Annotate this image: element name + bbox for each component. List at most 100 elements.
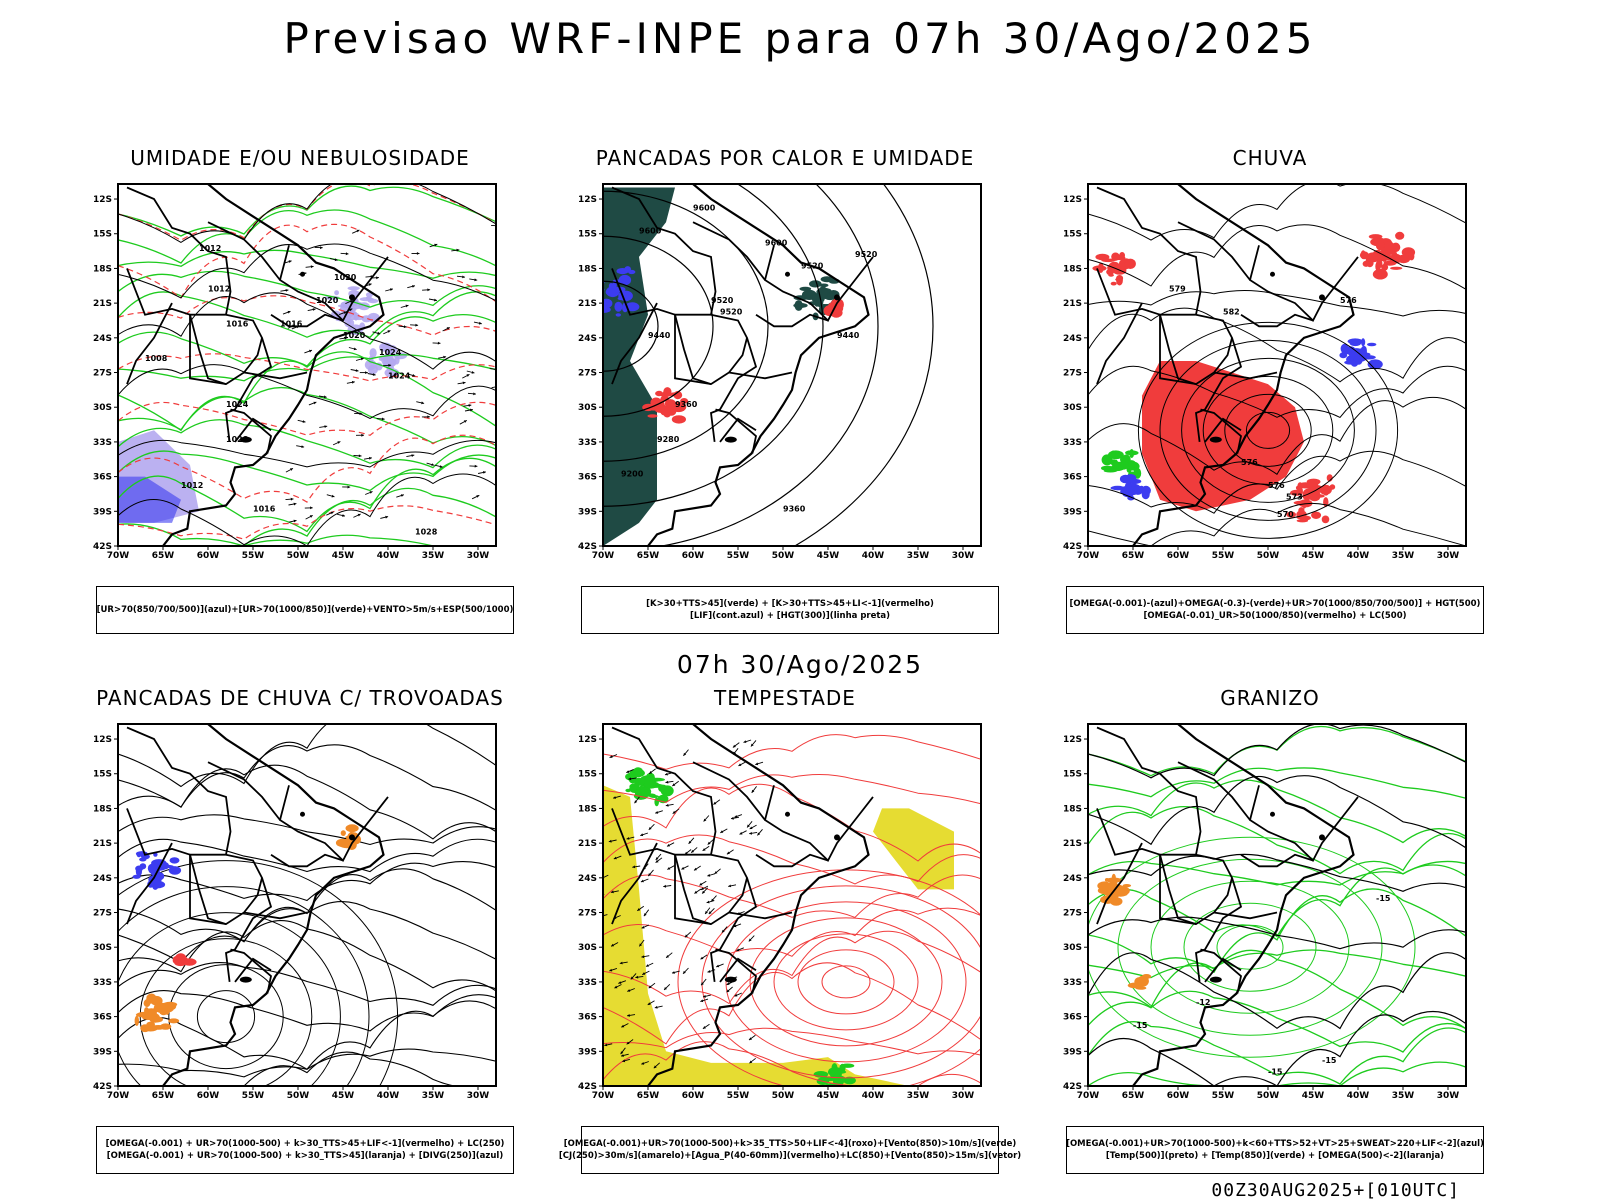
lon-label: 40W xyxy=(377,1091,400,1101)
lon-label: 45W xyxy=(817,551,840,561)
lat-label: 15S xyxy=(93,770,112,780)
instability-patch xyxy=(142,1015,157,1020)
lat-label: 24S xyxy=(578,334,597,344)
humidity-patch xyxy=(354,314,358,320)
legend-line: [OMEGA(-0.01)_UR>50(1000/850)(vermelho) … xyxy=(1143,610,1406,622)
contour-label: 576 xyxy=(1241,458,1258,467)
lake xyxy=(300,272,305,277)
wind-vector-head xyxy=(382,418,385,421)
contour-label: 9600 xyxy=(693,204,716,213)
divergence-patch xyxy=(137,852,142,857)
wind-vector-head xyxy=(473,392,476,395)
lake xyxy=(834,834,840,840)
lon-label: 65W xyxy=(1122,1091,1145,1101)
instability-patch xyxy=(153,1007,159,1011)
rain-patch xyxy=(1124,262,1130,269)
divergence-patch xyxy=(140,863,147,869)
precipitable-water-contour xyxy=(822,966,870,998)
streamline xyxy=(118,745,496,810)
contour-label: 9600 xyxy=(765,238,788,247)
country-border xyxy=(208,762,280,820)
instability-patch xyxy=(819,284,828,288)
wind-vector-head xyxy=(348,486,351,489)
contour-label: 1028 xyxy=(226,435,249,444)
legend-line: [LIF](cont.azul) + [HGT(300)](linha pret… xyxy=(690,610,890,622)
instability-patch xyxy=(143,1025,158,1032)
wind-vector-head xyxy=(311,265,314,268)
lat-label: 18S xyxy=(1063,804,1082,814)
temp-850-contour xyxy=(1217,925,1283,969)
lake xyxy=(834,294,840,300)
lon-label: 55W xyxy=(1212,551,1235,561)
country-border xyxy=(127,728,231,855)
instability-patch xyxy=(346,824,359,832)
rain-patch xyxy=(1115,278,1122,281)
omega-strong-patch xyxy=(1111,451,1117,455)
country-border xyxy=(693,762,765,820)
contour-label: 9520 xyxy=(711,296,734,305)
omega-weak-patch xyxy=(1111,486,1125,490)
omega-weak-patch xyxy=(1344,360,1356,364)
rain-patch xyxy=(1313,494,1325,498)
lat-label: 21S xyxy=(93,299,112,309)
lake xyxy=(300,812,305,817)
lon-label: 65W xyxy=(1122,551,1145,561)
rain-patch xyxy=(1302,501,1306,508)
temp-850-contour xyxy=(1088,780,1466,843)
streamline xyxy=(118,765,496,839)
contour-label: 1016 xyxy=(226,319,249,328)
divergence-patch xyxy=(133,875,141,879)
legend-line: [UR>70(850/700/500)](azul)+[UR>70(1000/8… xyxy=(97,604,514,616)
humidity-patch xyxy=(348,286,360,290)
omega-strong-patch xyxy=(1101,466,1114,471)
legend-line: [K>30+TTS>45](verde) + [K>30+TTS>45+LI<-… xyxy=(646,598,934,610)
rain-patch xyxy=(1319,485,1332,495)
contour-label: 579 xyxy=(1169,285,1186,294)
contour-label: 9280 xyxy=(657,435,680,444)
wind-vector-head xyxy=(421,401,424,404)
map-frame xyxy=(118,724,496,1086)
contour-label: 1016 xyxy=(253,504,276,513)
lake xyxy=(1319,834,1325,840)
wind-vector-head xyxy=(361,434,364,437)
lon-label: 50W xyxy=(1257,551,1280,561)
omega-500-patch xyxy=(1106,878,1121,883)
wind-vector-head xyxy=(291,498,294,501)
rain-patch xyxy=(1375,238,1386,243)
lat-label: 33S xyxy=(93,438,112,448)
contour-label: 9440 xyxy=(837,331,860,340)
lat-label: 39S xyxy=(578,1047,597,1057)
contour-label: -12 xyxy=(1196,998,1210,1007)
lon-label: 35W xyxy=(907,1091,930,1101)
wind-vector-head xyxy=(376,276,379,279)
omega-500-patch xyxy=(1118,886,1130,895)
country-border xyxy=(1250,245,1358,320)
lagoon xyxy=(240,977,252,983)
lif-contour xyxy=(617,268,629,274)
streamline xyxy=(80,861,398,1116)
wind-vector-head xyxy=(599,897,602,900)
lat-label: 27S xyxy=(578,909,597,919)
lake xyxy=(349,294,355,300)
lat-label: 33S xyxy=(1063,978,1082,988)
lat-label: 30S xyxy=(1063,943,1082,953)
lon-label: 35W xyxy=(422,551,445,561)
lat-label: 12S xyxy=(93,195,112,205)
rain-patch xyxy=(1385,243,1391,252)
lon-label: 45W xyxy=(332,551,355,561)
li-negative-patch xyxy=(647,414,657,417)
lon-label: 35W xyxy=(422,1091,445,1101)
country-border xyxy=(765,785,873,860)
wind-850-patch xyxy=(830,1070,846,1074)
lon-label: 50W xyxy=(287,551,310,561)
temp-850-contour xyxy=(1151,881,1349,1013)
lat-label: 30S xyxy=(93,403,112,413)
lon-label: 50W xyxy=(287,1091,310,1101)
lon-label: 55W xyxy=(242,1091,265,1101)
omega-weak-patch xyxy=(1348,338,1363,344)
country-border xyxy=(1250,785,1358,860)
legend-line: [CJ(250)>30m/s](amarelo)+[Agua_P(40-60mm… xyxy=(559,1150,1021,1162)
